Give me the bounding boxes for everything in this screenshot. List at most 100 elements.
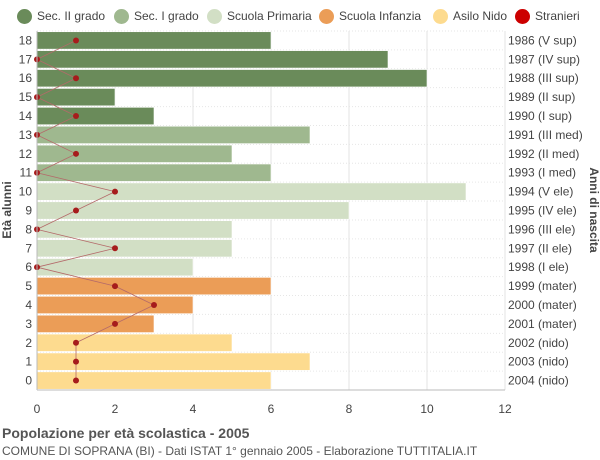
y-tick-label: 6 (25, 260, 32, 274)
x-tick-label: 6 (268, 402, 275, 416)
legend-label: Asilo Nido (453, 9, 508, 23)
bar (36, 107, 155, 126)
bar (36, 31, 272, 50)
legend-item-sec-ii-grado: Sec. II grado (17, 6, 105, 26)
bar (36, 314, 155, 333)
legend: Sec. II grado Sec. I grado Scuola Primar… (0, 6, 600, 26)
y-tick-label: 17 (19, 52, 33, 66)
legend-label: Sec. I grado (134, 9, 199, 23)
bar (36, 182, 467, 201)
x-tick-label: 2 (112, 402, 119, 416)
bar (36, 239, 233, 258)
legend-item-scuola-infanzia: Scuola Infanzia (319, 6, 421, 26)
x-tick-label: 12 (498, 402, 512, 416)
legend-swatch-sec-ii-grado (17, 8, 32, 24)
stranieri-point (73, 339, 79, 346)
y-right-tick-label: 1990 (I sup) (508, 109, 572, 123)
y-right-tick-label: 1986 (V sup) (508, 33, 577, 47)
legend-label: Scuola Primaria (227, 9, 312, 23)
bar (36, 144, 233, 163)
y-tick-label: 9 (25, 204, 32, 218)
bar (36, 69, 428, 88)
legend-label: Stranieri (535, 9, 580, 23)
legend-swatch-asilo-nido (433, 8, 448, 24)
legend-swatch-sec-i-grado (114, 8, 129, 24)
y-right-tick-label: 2003 (nido) (508, 355, 569, 369)
y-tick-label: 1 (25, 355, 32, 369)
bar (36, 50, 389, 69)
x-tick-label: 4 (190, 402, 197, 416)
y-right-tick-label: 2002 (nido) (508, 336, 569, 350)
y-axis-title: Età alunni (0, 181, 14, 238)
y-right-tick-label: 1988 (III sup) (508, 71, 579, 85)
y-tick-label: 8 (25, 222, 32, 236)
y-right-tick-label: 2004 (nido) (508, 374, 569, 388)
y-right-tick-label: 1993 (I med) (508, 166, 576, 180)
legend-label: Sec. II grado (37, 9, 106, 23)
bar (36, 220, 233, 239)
stranieri-point (73, 37, 79, 44)
legend-item-sec-i-grado: Sec. I grado (114, 6, 199, 26)
legend-item-stranieri: Stranieri (515, 6, 580, 26)
stranieri-point (112, 283, 118, 290)
y-tick-label: 7 (25, 241, 32, 255)
stranieri-point (112, 320, 118, 327)
bar (36, 371, 272, 390)
stranieri-point (112, 245, 118, 252)
y-right-tick-label: 1998 (I ele) (508, 260, 569, 274)
x-tick-label: 10 (420, 402, 434, 416)
x-tick-label: 8 (346, 402, 353, 416)
y-tick-label: 4 (25, 298, 32, 312)
stranieri-point (73, 75, 79, 82)
y-right-tick-label: 2000 (mater) (508, 298, 577, 312)
y-tick-label: 0 (25, 374, 32, 388)
stranieri-point (151, 301, 157, 308)
stranieri-point (73, 377, 79, 384)
bar (36, 163, 272, 182)
y-right-tick-label: 1999 (mater) (508, 279, 577, 293)
y-tick-label: 15 (19, 90, 33, 104)
y-right-tick-label: 1994 (V ele) (508, 185, 573, 199)
bar (36, 295, 194, 314)
stranieri-point (73, 150, 79, 157)
legend-label: Scuola Infanzia (339, 9, 422, 23)
legend-swatch-stranieri (515, 8, 530, 24)
y-right-tick-label: 1987 (IV sup) (508, 52, 580, 66)
legend-swatch-scuola-primaria (207, 8, 222, 24)
y-right-tick-label: 1989 (II sup) (508, 90, 575, 104)
y-tick-label: 2 (25, 336, 32, 350)
chart-title: Popolazione per età scolastica - 2005 (2, 425, 250, 441)
y-tick-label: 3 (25, 317, 32, 331)
stranieri-point (73, 358, 79, 365)
y-right-tick-label: 1995 (IV ele) (508, 204, 577, 218)
y-tick-label: 18 (19, 33, 33, 47)
y-right-tick-label: 1996 (III ele) (508, 222, 575, 236)
legend-item-asilo-nido: Asilo Nido (433, 6, 507, 26)
y-right-tick-label: 1997 (II ele) (508, 241, 572, 255)
x-tick-label: 0 (34, 402, 41, 416)
bar (36, 125, 311, 144)
y-tick-label: 13 (19, 128, 33, 142)
bar (36, 277, 272, 296)
legend-item-scuola-primaria: Scuola Primaria (207, 6, 312, 26)
chart-subtitle: COMUNE DI SOPRANA (BI) - Dati ISTAT 1° g… (2, 444, 478, 458)
y-tick-label: 12 (19, 147, 33, 161)
y-tick-label: 14 (19, 109, 33, 123)
legend-swatch-scuola-infanzia (319, 8, 334, 24)
y-axis-title-right: Anni di nascita (587, 167, 600, 253)
y-right-tick-label: 1992 (II med) (508, 147, 579, 161)
stranieri-point (112, 188, 118, 195)
stranieri-point (73, 113, 79, 120)
bar (36, 258, 194, 277)
y-right-tick-label: 2001 (mater) (508, 317, 577, 331)
stranieri-point (73, 207, 79, 214)
y-tick-label: 16 (19, 71, 33, 85)
y-tick-label: 10 (19, 185, 33, 199)
bar (36, 201, 350, 220)
y-right-tick-label: 1991 (III med) (508, 128, 583, 142)
y-tick-label: 11 (20, 166, 33, 180)
y-tick-label: 5 (25, 279, 32, 293)
bar (36, 333, 233, 352)
